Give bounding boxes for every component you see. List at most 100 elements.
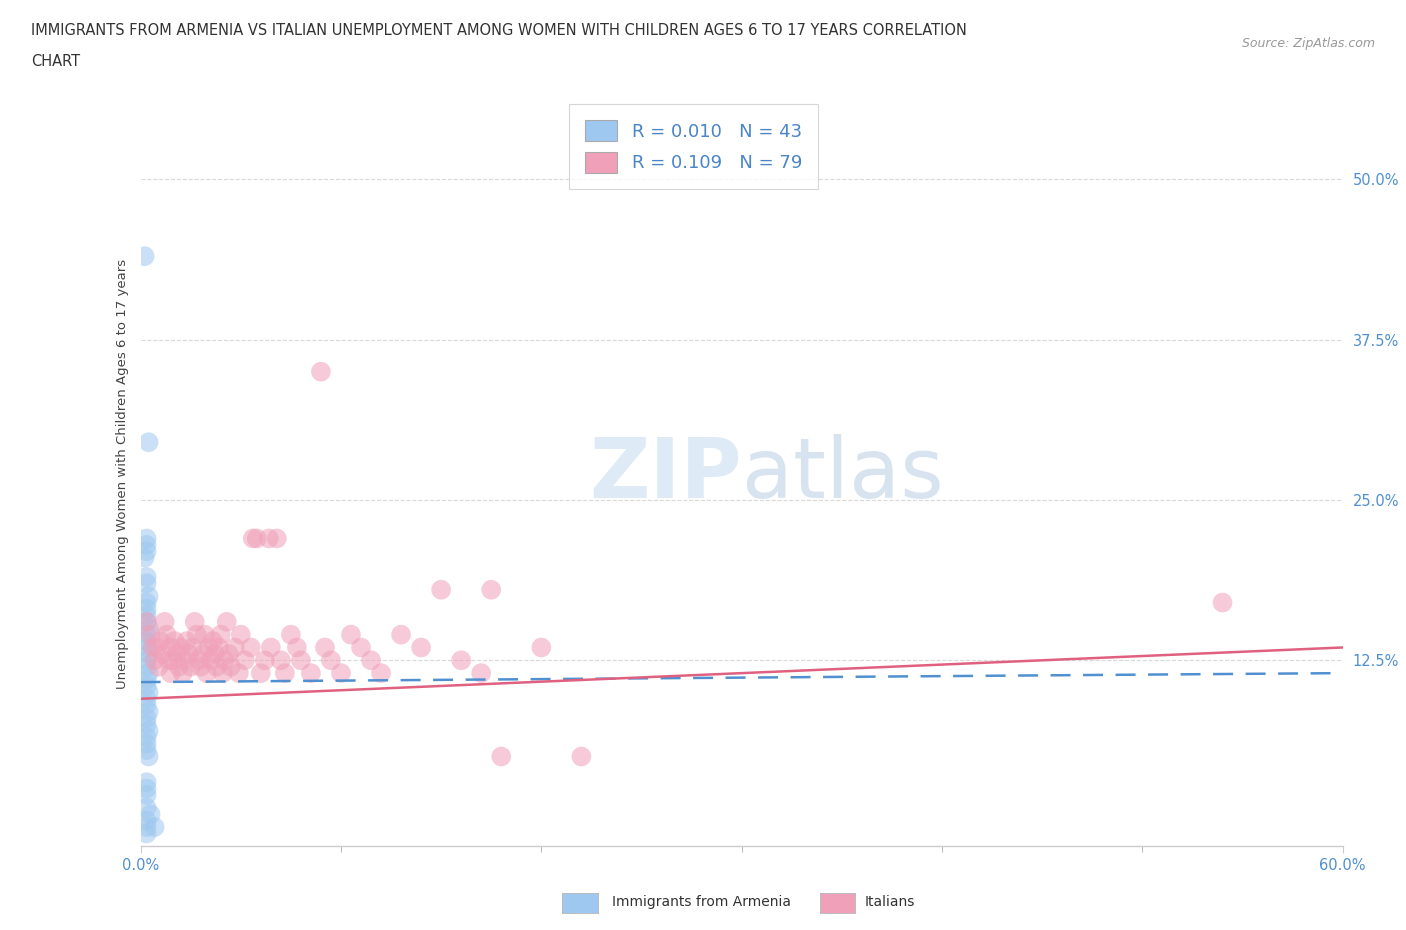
Point [135,608,157,623]
Text: CHART: CHART [31,54,80,69]
Point [142,640,165,655]
Point [135,659,157,674]
Point [135,595,157,610]
Point [239,640,262,655]
Point [215,615,238,630]
Point [135,801,157,816]
Point [135,602,157,617]
Point [135,544,157,559]
Text: Italians: Italians [865,895,915,910]
Point [138,666,160,681]
Point [156,627,179,642]
Text: atlas: atlas [742,433,943,515]
Point [389,627,412,642]
Point [135,633,157,648]
Point [176,633,198,648]
Point [135,819,157,834]
Point [191,646,214,661]
Point [224,640,246,655]
Point [138,684,160,699]
Point [135,615,157,630]
Point [319,653,342,668]
Point [177,646,200,661]
Point [138,435,160,450]
Text: Immigrants from Armenia: Immigrants from Armenia [612,895,790,910]
Point [260,640,283,655]
Point [197,640,219,655]
Point [257,531,280,546]
Point [491,749,513,764]
Point [186,627,208,642]
Point [157,653,180,668]
Point [135,781,157,796]
Point [169,640,191,655]
Point [139,807,162,822]
Text: Source: ZipAtlas.com: Source: ZipAtlas.com [1241,37,1375,50]
Point [138,749,160,764]
Point [228,666,250,681]
Point [152,646,174,661]
Point [208,640,231,655]
Y-axis label: Unemployment Among Women with Children Ages 6 to 17 years: Unemployment Among Women with Children A… [117,259,129,689]
Point [159,640,181,655]
Point [219,659,242,674]
Point [159,666,181,681]
Point [204,646,226,661]
Point [201,633,224,648]
Point [163,633,186,648]
Point [194,627,217,642]
Point [200,653,222,668]
Point [209,627,232,642]
Point [135,615,157,630]
Point [135,737,157,751]
Point [153,615,176,630]
Point [173,653,195,668]
Point [530,640,553,655]
Point [370,666,392,681]
Text: IMMIGRANTS FROM ARMENIA VS ITALIAN UNEMPLOYMENT AMONG WOMEN WITH CHILDREN AGES 6: IMMIGRANTS FROM ARMENIA VS ITALIAN UNEMP… [31,23,967,38]
Point [309,365,332,379]
Point [229,627,252,642]
Point [143,653,166,668]
Point [246,531,269,546]
Point [135,576,157,591]
Point [135,826,157,841]
Point [330,666,353,681]
Point [135,743,157,758]
Point [139,627,162,642]
Point [138,646,160,661]
Point [135,672,157,687]
Point [135,569,157,584]
Point [135,531,157,546]
Point [138,589,160,604]
Legend: R = 0.010   N = 43, R = 0.109   N = 79: R = 0.010 N = 43, R = 0.109 N = 79 [568,104,818,189]
Point [135,627,157,642]
Point [135,698,157,712]
Point [166,646,188,661]
Point [183,615,205,630]
Point [181,640,204,655]
Point [479,582,502,597]
Point [145,640,167,655]
Point [135,775,157,790]
Point [214,653,236,668]
Point [242,531,264,546]
Point [233,653,256,668]
Point [205,659,228,674]
Point [266,531,288,546]
Point [162,653,184,668]
Point [1212,595,1234,610]
Point [134,551,156,565]
Point [299,666,322,681]
Point [314,640,336,655]
Point [167,659,190,674]
Point [290,653,312,668]
Point [195,666,218,681]
Point [571,749,593,764]
Point [253,653,276,668]
Point [135,813,157,828]
Point [148,659,170,674]
Point [134,249,156,264]
Point [285,640,308,655]
Point [187,653,209,668]
